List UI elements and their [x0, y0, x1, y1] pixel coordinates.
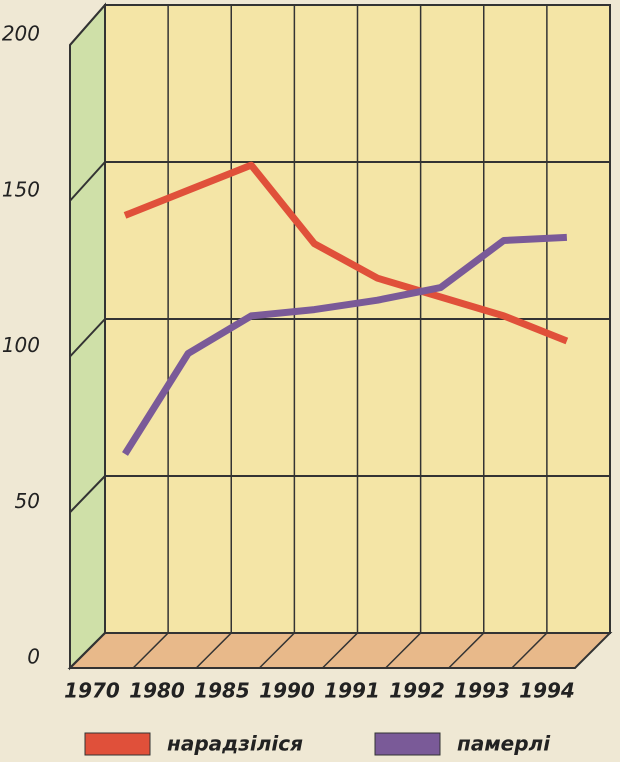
y-tick-label: 150 [2, 177, 40, 201]
side-grid-line [69, 161, 106, 202]
floor-line [511, 632, 548, 669]
x-tick-label: 1994 [519, 679, 575, 703]
legend-label: памерлі [457, 732, 551, 756]
legend-swatch [374, 732, 441, 756]
x-tick-label: 1985 [194, 679, 250, 703]
floor-line [258, 632, 295, 669]
y-tick-label: 50 [15, 489, 40, 513]
x-tick-label: 1980 [129, 679, 185, 703]
floor-line [195, 632, 232, 669]
floor-line [132, 632, 169, 669]
y-tick-label: 200 [2, 22, 40, 46]
side-grid-line [69, 632, 106, 669]
series-line [122, 233, 568, 456]
x-tick-label: 1990 [259, 679, 315, 703]
side-grid-line [69, 475, 106, 513]
x-tick-label: 1992 [389, 679, 445, 703]
x-tick-label: 1991 [324, 679, 380, 703]
side-grid-line [69, 4, 106, 46]
side-grid-line [69, 318, 106, 358]
x-tick-label: 1970 [64, 679, 120, 703]
floor-line [321, 632, 359, 669]
floor-line [448, 632, 485, 669]
y-tick-label: 0 [27, 645, 40, 669]
floor-line [385, 632, 422, 669]
legend-label: нарадзіліся [167, 732, 303, 756]
legend-swatch [84, 732, 151, 756]
x-tick-label: 1993 [454, 679, 510, 703]
series-line [123, 161, 569, 345]
y-tick-label: 100 [2, 333, 40, 357]
